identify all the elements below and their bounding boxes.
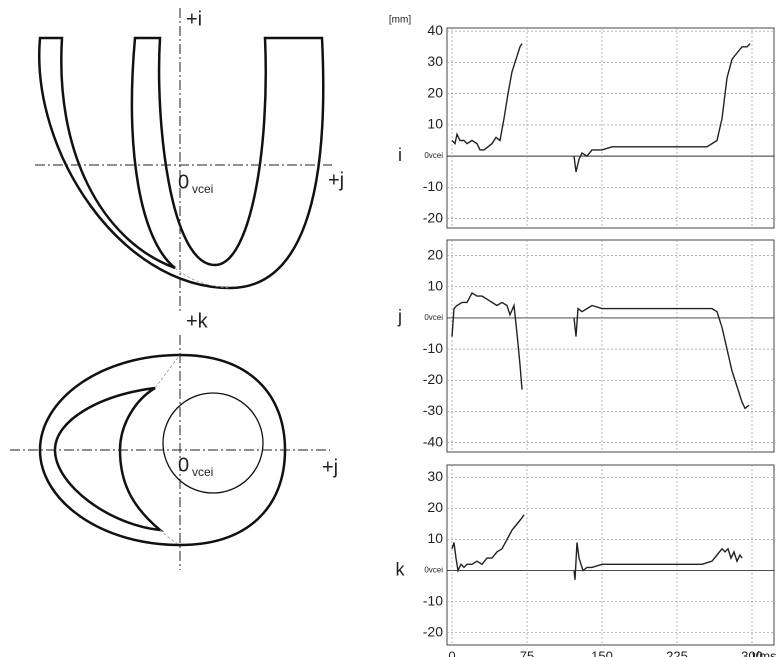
y-tick-label: 0vcei xyxy=(424,566,443,575)
series-label: k xyxy=(396,559,406,579)
y-tick-label: -20 xyxy=(423,209,443,225)
y-tick-label: 0vcei xyxy=(424,313,443,322)
unit-label: [mm] xyxy=(389,15,411,26)
axis-label: +k xyxy=(186,310,209,332)
y-tick-label: -10 xyxy=(423,340,443,356)
origin-subscript: vcei xyxy=(192,465,213,479)
y-tick-label: 10 xyxy=(427,277,443,293)
line-chart: 40 30 20 10 0vcei -10 -20 i [mm] xyxy=(389,15,774,228)
figure: +i 0 vcei +j +k 0 vcei +j 403020100vcei-… xyxy=(0,0,776,657)
line-chart: 20 10 0vcei -10 -20 -30 -40 j xyxy=(397,240,774,452)
origin-label: 0 xyxy=(178,454,189,476)
y-tick-label: -20 xyxy=(423,371,443,387)
plot-area xyxy=(447,465,774,645)
x-tick-label: 0 xyxy=(448,648,455,657)
y-tick-label: -10 xyxy=(423,592,443,608)
heart-wall xyxy=(39,38,323,288)
plot-area xyxy=(447,240,774,452)
axis-label: +i xyxy=(186,8,202,30)
x-tick-label: 75 xyxy=(520,648,534,657)
plot-area xyxy=(447,28,774,228)
y-tick-label: 20 xyxy=(427,84,443,100)
y-tick-label: 0vcei xyxy=(424,151,443,160)
x-axis-label: t/ms xyxy=(752,648,776,657)
x-tick-label: 225 xyxy=(666,648,688,657)
y-tick-label: 30 xyxy=(427,468,443,484)
x-tick-label: 150 xyxy=(591,648,613,657)
y-tick-label: -10 xyxy=(423,178,443,194)
series-label: j xyxy=(397,307,402,327)
y-tick-label: -20 xyxy=(423,623,443,639)
y-tick-label: -40 xyxy=(423,433,443,449)
y-tick-label: -30 xyxy=(423,402,443,418)
y-tick-label: 10 xyxy=(427,530,443,546)
series-label: i xyxy=(398,145,402,165)
axis-label: +j xyxy=(322,456,338,478)
bottom-diagram: +k 0 vcei +j xyxy=(10,310,338,570)
origin-subscript: vcei xyxy=(192,182,213,196)
origin-label: 0 xyxy=(178,171,189,193)
y-tick-label: 10 xyxy=(427,116,443,132)
y-tick-label: 20 xyxy=(427,499,443,515)
y-tick-label: 30 xyxy=(427,53,443,69)
top-diagram: +i 0 vcei +j xyxy=(35,8,344,312)
axis-label: +j xyxy=(328,169,344,191)
y-tick-label: 20 xyxy=(427,246,443,262)
y-tick-label: 40 xyxy=(427,22,443,38)
